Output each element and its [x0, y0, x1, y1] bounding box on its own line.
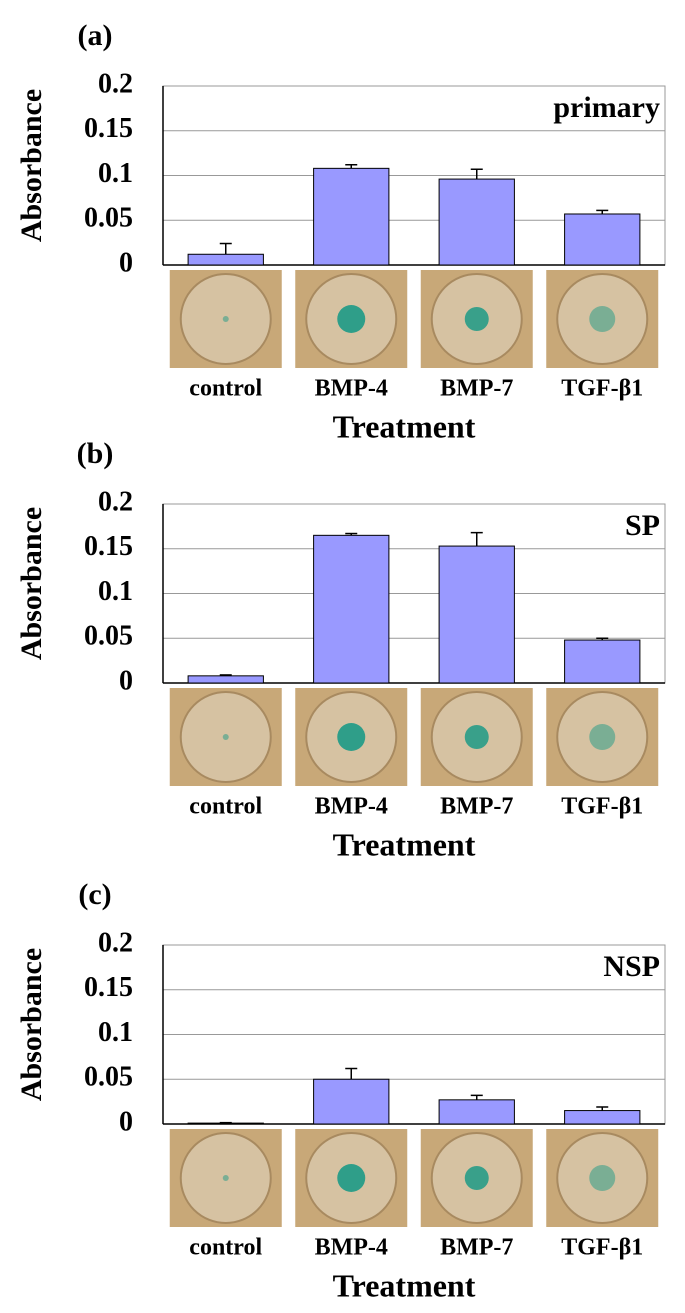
- panel-label: (b): [77, 437, 114, 470]
- panel-title: primary: [553, 91, 660, 124]
- y-tick-label: 0: [119, 665, 133, 696]
- stain: [337, 305, 366, 333]
- stain: [222, 316, 229, 322]
- y-tick-label: 0.05: [84, 203, 133, 234]
- y-tick-label: 0.2: [98, 68, 133, 99]
- y-tick-label: 0.15: [84, 531, 133, 562]
- x-tick-label: TGF-β1: [561, 1235, 643, 1261]
- stain: [464, 307, 489, 331]
- stain: [464, 1166, 489, 1190]
- y-tick-label: 0: [119, 247, 133, 278]
- bar: [438, 545, 515, 684]
- bar: [564, 213, 641, 266]
- x-tick-label: control: [189, 794, 262, 820]
- bar: [313, 534, 390, 684]
- y-axis-label: Absorbance: [15, 948, 48, 1101]
- x-tick-label: BMP-7: [440, 794, 513, 820]
- x-tick-label: TGF-β1: [561, 794, 643, 820]
- y-tick-label: 0.05: [84, 621, 133, 652]
- stain: [337, 1164, 366, 1192]
- x-tick-label: TGF-β1: [561, 376, 643, 402]
- stain: [464, 725, 489, 749]
- bar: [313, 1078, 390, 1125]
- panel-label: (a): [78, 19, 113, 52]
- y-axis-label: Absorbance: [15, 507, 48, 660]
- stain: [589, 1165, 616, 1191]
- x-axis-label: Treatment: [333, 408, 476, 444]
- y-tick-label: 0.15: [84, 113, 133, 144]
- y-tick-label: 0.1: [98, 1017, 133, 1048]
- y-tick-label: 0.2: [98, 927, 133, 958]
- y-tick-label: 0: [119, 1106, 133, 1137]
- x-axis-label: Treatment: [333, 1267, 476, 1303]
- bar: [313, 167, 390, 266]
- bar: [187, 253, 264, 266]
- x-tick-label: control: [189, 376, 262, 402]
- y-tick-label: 0.1: [98, 576, 133, 607]
- y-tick-label: 0.2: [98, 486, 133, 517]
- y-tick-label: 0.05: [84, 1062, 133, 1093]
- stain: [222, 734, 229, 740]
- panel-title: NSP: [603, 950, 660, 983]
- stain: [222, 1175, 229, 1181]
- x-tick-label: control: [189, 1235, 262, 1261]
- x-tick-label: BMP-4: [315, 794, 388, 820]
- y-tick-label: 0.15: [84, 972, 133, 1003]
- bar: [438, 1099, 515, 1125]
- stain: [589, 724, 616, 750]
- x-tick-label: BMP-7: [440, 376, 513, 402]
- stain: [337, 723, 366, 751]
- y-axis-label: Absorbance: [15, 89, 48, 242]
- x-tick-label: BMP-4: [315, 1235, 388, 1261]
- panel-label: (c): [78, 878, 111, 911]
- bar: [187, 675, 264, 684]
- x-axis-label: Treatment: [333, 826, 476, 862]
- bar: [564, 1110, 641, 1125]
- x-tick-label: BMP-4: [315, 376, 388, 402]
- x-tick-label: BMP-7: [440, 1235, 513, 1261]
- y-tick-label: 0.1: [98, 158, 133, 189]
- bar: [564, 639, 641, 684]
- stain: [589, 306, 616, 332]
- bar: [438, 178, 515, 266]
- panel-title: SP: [625, 509, 660, 542]
